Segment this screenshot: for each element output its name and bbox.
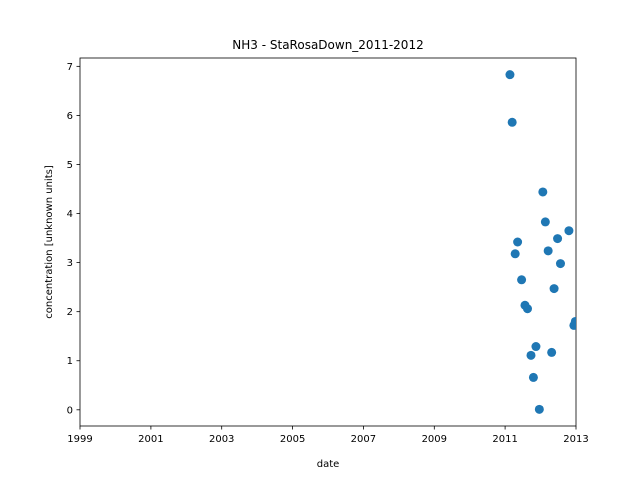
y-tick-label: 4 <box>67 209 73 220</box>
plot-area <box>79 57 577 427</box>
x-axis-title: date <box>317 459 340 470</box>
data-point <box>553 234 563 244</box>
data-point <box>540 217 550 227</box>
data-point <box>549 284 559 294</box>
data-point <box>523 304 533 314</box>
x-tick-label: 1999 <box>67 434 92 445</box>
y-tick-label: 2 <box>67 307 73 318</box>
data-point <box>538 187 548 197</box>
data-point <box>543 246 553 256</box>
x-tick-label: 2005 <box>280 434 305 445</box>
x-tick-label: 2003 <box>209 434 234 445</box>
data-point <box>510 249 520 259</box>
data-series <box>505 70 576 414</box>
data-point <box>513 237 523 247</box>
y-axis-title: concentration [unknown units] <box>44 165 55 319</box>
y-tick-label: 1 <box>67 356 73 367</box>
plot-frame <box>79 57 577 427</box>
data-point <box>564 226 574 236</box>
x-tick-label: 2009 <box>422 434 447 445</box>
y-tick-label: 0 <box>67 405 73 416</box>
data-point <box>534 404 544 414</box>
y-tick-label: 5 <box>67 160 73 171</box>
data-point <box>547 347 557 357</box>
y-tick-label: 7 <box>67 62 73 73</box>
data-point <box>528 372 538 382</box>
data-point <box>555 259 565 269</box>
data-point <box>507 117 517 127</box>
chart-title: NH3 - StaRosaDown_2011-2012 <box>232 38 423 52</box>
x-axis: 1999 2001 2003 2005 2007 2009 2011 2013 <box>67 426 589 445</box>
x-tick-label: 2011 <box>492 434 517 445</box>
x-tick-label: 2001 <box>138 434 163 445</box>
x-tick-label: 2007 <box>351 434 376 445</box>
y-tick-label: 6 <box>67 111 73 122</box>
data-point <box>526 350 536 360</box>
data-point <box>531 342 541 352</box>
y-tick-label: 3 <box>67 258 73 269</box>
data-point <box>570 316 576 326</box>
y-axis: 0 1 2 3 4 5 6 7 <box>67 62 80 416</box>
data-point <box>517 275 527 285</box>
data-point <box>505 70 515 80</box>
x-tick-label: 2013 <box>563 434 588 445</box>
